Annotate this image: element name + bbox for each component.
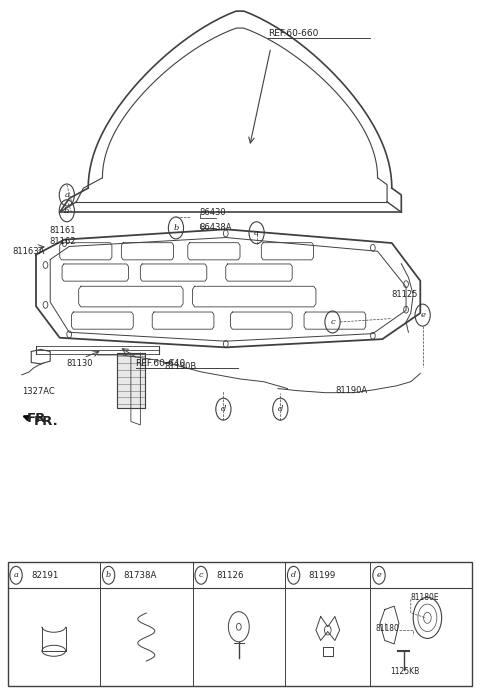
Text: a: a xyxy=(64,191,69,199)
Text: 81126: 81126 xyxy=(216,571,244,580)
Circle shape xyxy=(404,306,408,313)
Text: d: d xyxy=(291,572,296,579)
Circle shape xyxy=(67,331,72,338)
Text: b: b xyxy=(106,572,111,579)
Text: 86430: 86430 xyxy=(200,208,226,217)
Circle shape xyxy=(223,340,228,347)
Text: 81199: 81199 xyxy=(309,571,336,580)
Text: 81161
81162: 81161 81162 xyxy=(50,226,76,246)
Circle shape xyxy=(43,302,48,308)
Text: 1327AC: 1327AC xyxy=(22,388,55,397)
Text: REF.60-640: REF.60-640 xyxy=(136,358,186,367)
Text: FR.: FR. xyxy=(34,415,59,428)
Text: b: b xyxy=(64,207,70,215)
Circle shape xyxy=(371,244,375,251)
Text: 81738A: 81738A xyxy=(124,571,157,580)
Text: e: e xyxy=(377,572,382,579)
Text: a: a xyxy=(14,572,18,579)
Text: 81190B: 81190B xyxy=(164,362,196,371)
Text: 1125KB: 1125KB xyxy=(390,667,420,676)
Circle shape xyxy=(223,230,228,237)
Text: e: e xyxy=(420,311,425,319)
Text: 81130: 81130 xyxy=(67,358,93,367)
Text: 81180E: 81180E xyxy=(411,593,439,602)
Text: 81125: 81125 xyxy=(392,290,418,299)
Text: 81180: 81180 xyxy=(375,624,399,633)
Text: a: a xyxy=(254,229,259,237)
Polygon shape xyxy=(117,353,145,408)
Bar xyxy=(8,562,472,686)
Text: 86438A: 86438A xyxy=(200,224,232,233)
Text: REF.60-660: REF.60-660 xyxy=(268,29,319,38)
Circle shape xyxy=(404,281,408,288)
Circle shape xyxy=(371,332,375,339)
Text: d: d xyxy=(221,405,226,413)
Circle shape xyxy=(43,262,48,268)
Text: d: d xyxy=(277,405,283,413)
Text: 81163A: 81163A xyxy=(12,247,45,256)
Text: FR.: FR. xyxy=(26,412,51,425)
Text: 82191: 82191 xyxy=(31,571,59,580)
Text: 81190A: 81190A xyxy=(335,386,367,395)
Text: c: c xyxy=(199,572,204,579)
Text: b: b xyxy=(173,224,179,232)
Text: c: c xyxy=(330,318,335,326)
Circle shape xyxy=(62,239,67,246)
